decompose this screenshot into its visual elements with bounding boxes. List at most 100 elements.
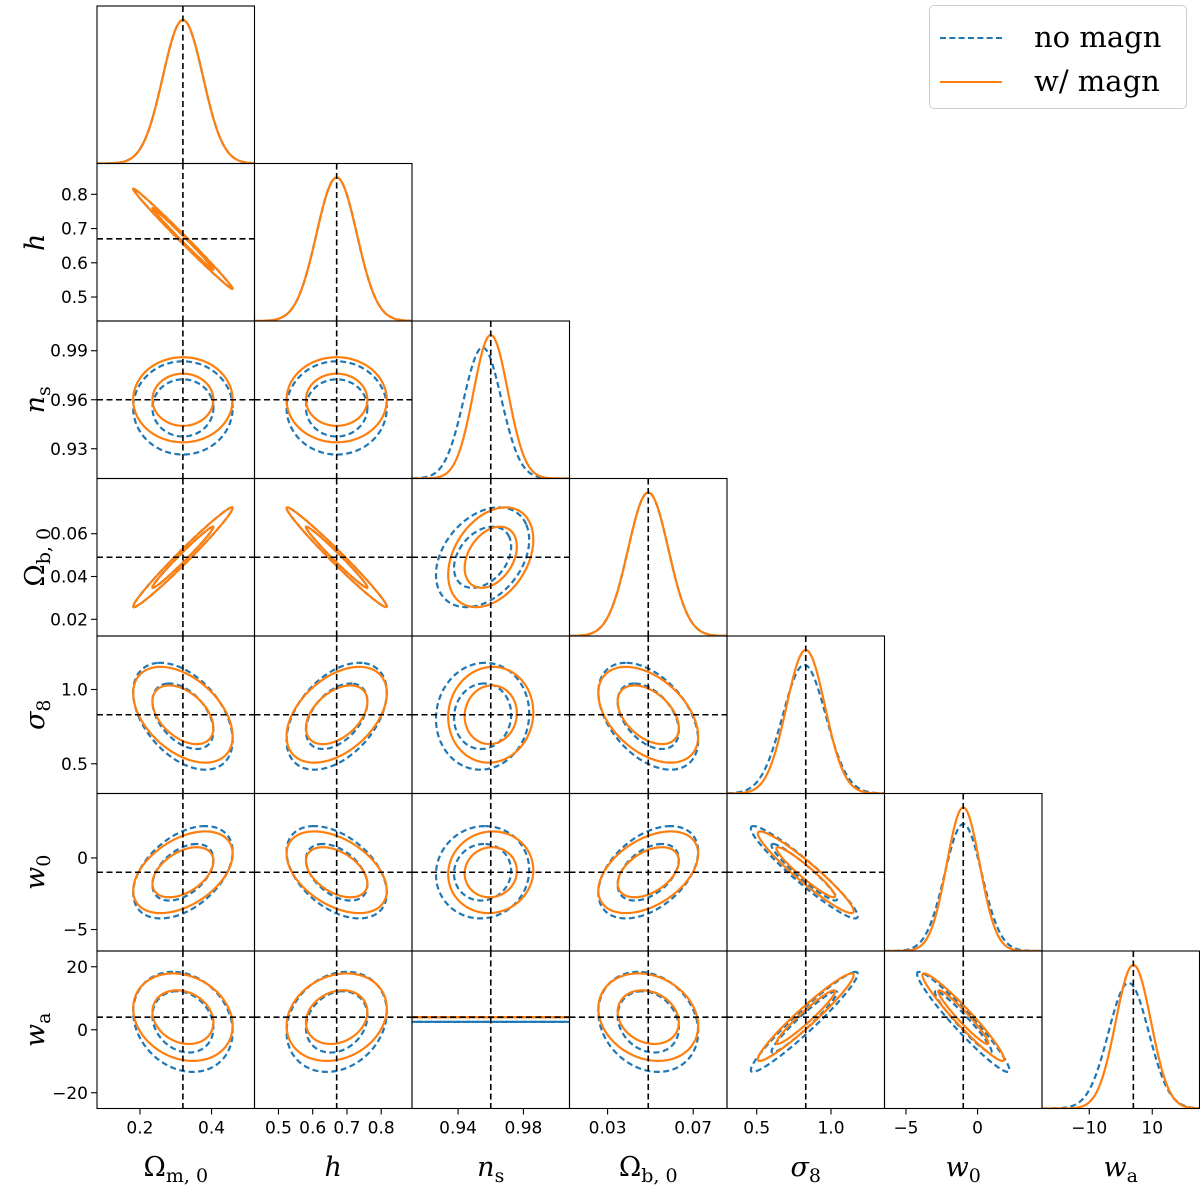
x-tick-label-w0: 0 (972, 1119, 983, 1139)
y-tick-label-wa: −20 (52, 1084, 88, 1104)
contour-2sigma-w--magn (447, 506, 535, 609)
contour-1sigma-w--magn (463, 846, 518, 899)
legend: no magn w/ magn (929, 5, 1187, 109)
panel-wa-ns: 0.94 0.98 (411, 950, 571, 1139)
contour-2sigma-w--magn (921, 972, 1006, 1062)
contour-2sigma-w--magn (597, 830, 700, 915)
axis-label-main: Ω (20, 564, 51, 586)
y-tick-label-h: 0.6 (61, 254, 88, 274)
axis-label-sub: 0 (969, 1165, 981, 1187)
contour-2sigma-no-magn (285, 360, 388, 456)
y-tick-label-Ob: 0.06 (50, 525, 88, 545)
panel-w0-w0 (883, 792, 1043, 952)
panel-Ob-h (253, 477, 413, 637)
contour-1sigma-no-magn (616, 682, 680, 751)
panel-wa-w0: −5 0 (883, 950, 1043, 1139)
axis-label-sub: a (1127, 1165, 1138, 1187)
axis-label-main: Ω (143, 1152, 165, 1183)
panel-frame (1041, 950, 1200, 1110)
axis-label-main: h (20, 234, 51, 251)
contour-1sigma-no-magn (151, 378, 215, 438)
contour-2sigma-no-magn (749, 970, 859, 1073)
panel-content (97, 321, 255, 479)
panel-content (569, 793, 727, 951)
y-tick-label-Ob: 0.04 (50, 568, 88, 588)
axis-label-main: σ (20, 710, 51, 730)
panel-s8-s8 (726, 635, 886, 795)
panel-content (97, 478, 255, 636)
axis-label-sub: s (495, 1165, 505, 1187)
panel-content (727, 951, 885, 1109)
panel-wa-s8: 0.5 1.0 (726, 950, 886, 1139)
panel-wa-Om: 0.2 0.4 −20 0 20 (52, 950, 256, 1139)
x-tick-label-ns: 0.94 (439, 1119, 477, 1139)
contour-2sigma-w--magn (285, 506, 388, 609)
panel-content (254, 163, 412, 321)
axis-label-sub: 8 (33, 699, 55, 711)
x-axis-label-h: h (325, 1152, 342, 1183)
panel-content (569, 951, 727, 1109)
panel-ns-ns (411, 320, 571, 480)
contour-1sigma-w--magn (151, 207, 215, 271)
x-tick-label-wa: 10 (1141, 1119, 1163, 1139)
y-tick-label-ns: 0.99 (50, 342, 88, 362)
contour-2sigma-w--magn (756, 972, 855, 1063)
contour-1sigma-no-magn (933, 990, 993, 1054)
y-axis-label-w0: w0 (20, 855, 55, 890)
y-axis-label-s8: σ8 (20, 699, 55, 730)
x-axis-label-w0: w0 (946, 1152, 981, 1187)
contour-2sigma-w--magn (132, 972, 234, 1063)
contour-1sigma-w--magn (304, 684, 369, 746)
x-axis-label-ns: ns (477, 1152, 504, 1187)
contour-1sigma-no-magn (452, 682, 513, 751)
panel-content (412, 478, 570, 636)
x-tick-label-Ob: 0.07 (674, 1119, 712, 1139)
panel-s8-ns (411, 635, 571, 795)
y-axis-label-wa: wa (20, 1013, 55, 1047)
axis-label-sub: 0 (33, 855, 55, 867)
contour-1sigma-no-magn (616, 842, 680, 902)
contour-2sigma-no-magn (915, 970, 1011, 1073)
contour-1sigma-w--magn (463, 525, 518, 589)
contour-1sigma-w--magn (304, 989, 369, 1046)
contour-1sigma-w--magn (937, 989, 990, 1046)
panel-content (569, 636, 727, 794)
panel-content (254, 636, 412, 794)
marginal-curve-no-magn (254, 176, 412, 321)
x-axis-label-s8: σ8 (790, 1152, 821, 1187)
panel-content (97, 163, 255, 321)
panel-frame (96, 162, 256, 322)
panel-content (884, 951, 1042, 1109)
y-tick-label-Ob: 0.02 (50, 610, 88, 630)
contour-2sigma-w--magn (447, 665, 535, 764)
legend-entry-no-magn: no magn (930, 18, 1186, 58)
x-tick-label-Om: 0.2 (126, 1119, 153, 1139)
x-tick-label-Ob: 0.03 (589, 1119, 627, 1139)
contour-1sigma-no-magn (770, 842, 839, 902)
contour-2sigma-w--magn (597, 665, 700, 764)
contour-2sigma-no-magn (434, 824, 531, 920)
axis-label-sub: m, 0 (166, 1165, 208, 1187)
panel-content (727, 793, 885, 951)
contour-1sigma-w--magn (463, 684, 518, 746)
panel-content (254, 951, 412, 1109)
panel-content (412, 793, 570, 951)
panel-ns-Om: 0.93 0.96 0.99 (50, 320, 256, 480)
contour-1sigma-w--magn (775, 989, 837, 1046)
contour-1sigma-w--magn (775, 846, 837, 899)
y-tick-label-wa: 0 (77, 1021, 88, 1041)
panels: 0.5 0.6 0.7 0.8 0.93 0.96 0.99 0.02 0.04 0.06 0.5 1… (50, 5, 1200, 1139)
panel-content (97, 6, 255, 164)
contour-1sigma-w--magn (304, 846, 369, 899)
contour-1sigma-no-magn (452, 525, 513, 589)
axis-label-main: σ (790, 1152, 810, 1183)
panel-content (254, 793, 412, 951)
contour-1sigma-w--magn (616, 846, 680, 899)
contour-2sigma-w--magn (756, 830, 855, 915)
panel-content (254, 478, 412, 636)
y-tick-label-wa: 20 (66, 958, 88, 978)
x-tick-label-h: 0.5 (265, 1119, 292, 1139)
panel-content (727, 636, 885, 794)
legend-entry-w-magn: w/ magn (930, 62, 1186, 102)
